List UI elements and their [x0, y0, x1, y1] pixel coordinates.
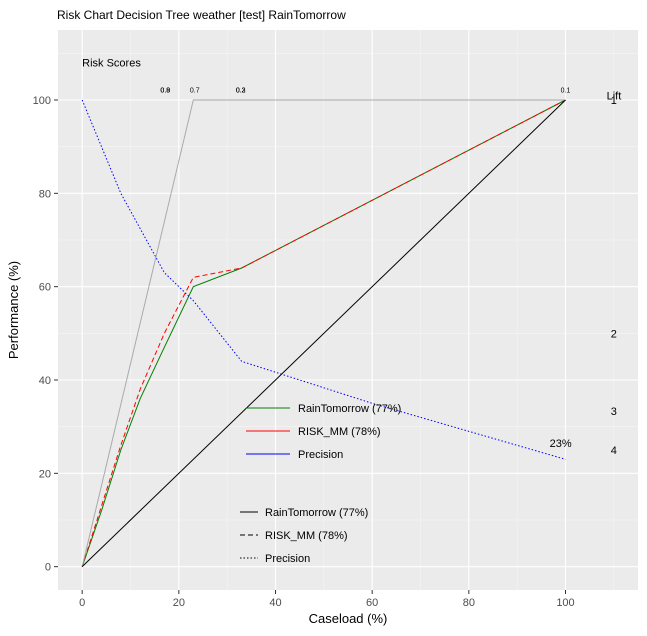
- lift-label: Lift: [607, 90, 622, 102]
- risk-score-label: 0.8: [160, 88, 170, 95]
- series-line: [81, 99, 566, 567]
- legend-color-label: RISK_MM (78%): [298, 426, 381, 438]
- series-line: [81, 99, 566, 567]
- lift-tick-label: 2: [611, 328, 617, 340]
- lift-tick-label: 4: [611, 445, 617, 457]
- risk-score-label: 0.1: [561, 88, 571, 95]
- legend-color-label: RainTomorrow (77%): [298, 403, 401, 415]
- x-axis-title: Caseload (%): [309, 611, 388, 626]
- risk-score-label: 0.7: [190, 88, 200, 95]
- legend: RainTomorrow (77%) RISK_MM (78%) Precision…: [240, 403, 401, 565]
- risk-score-label: 0.9: [160, 88, 170, 95]
- legend-linetype-label: Precision: [265, 553, 310, 565]
- y-tick-label: 80: [39, 188, 51, 200]
- chart-title: Risk Chart Decision Tree weather [test] …: [57, 8, 346, 22]
- y-tick-label: 0: [45, 562, 51, 574]
- x-tick-label: 60: [366, 597, 378, 609]
- series-line: [81, 99, 566, 568]
- y-tick-label: 20: [39, 468, 51, 480]
- x-tick-label: 80: [463, 597, 475, 609]
- x-tick-label: 40: [269, 597, 281, 609]
- grid-lines: [58, 30, 638, 590]
- axis-ticks: 0 20 40 60 80 100 0 20 40 60 80 100: [33, 95, 575, 609]
- lift-tick-label: 1: [611, 95, 617, 107]
- series-line: [81, 99, 566, 567]
- legend-linetype-label: RainTomorrow (77%): [265, 507, 368, 519]
- risk-score-label: 0.2: [236, 88, 246, 95]
- lift-tick-label: 3: [611, 406, 617, 418]
- y-axis-title: Performance (%): [6, 261, 21, 359]
- x-tick-label: 20: [173, 597, 185, 609]
- legend-color-label: Precision: [298, 449, 343, 461]
- x-tick-label: 100: [556, 597, 574, 609]
- y-tick-label: 60: [39, 282, 51, 294]
- x-tick-label: 0: [79, 597, 85, 609]
- risk-score-label: 0.3: [236, 88, 246, 95]
- risk-scores-label: Risk Scores: [82, 58, 141, 70]
- y-tick-label: 40: [39, 375, 51, 387]
- legend-linetype-label: RISK_MM (78%): [265, 530, 348, 542]
- series-line: [81, 99, 566, 460]
- precision-end-label: 23%: [550, 438, 572, 450]
- y-tick-label: 100: [33, 95, 51, 107]
- series-lines: [81, 99, 566, 568]
